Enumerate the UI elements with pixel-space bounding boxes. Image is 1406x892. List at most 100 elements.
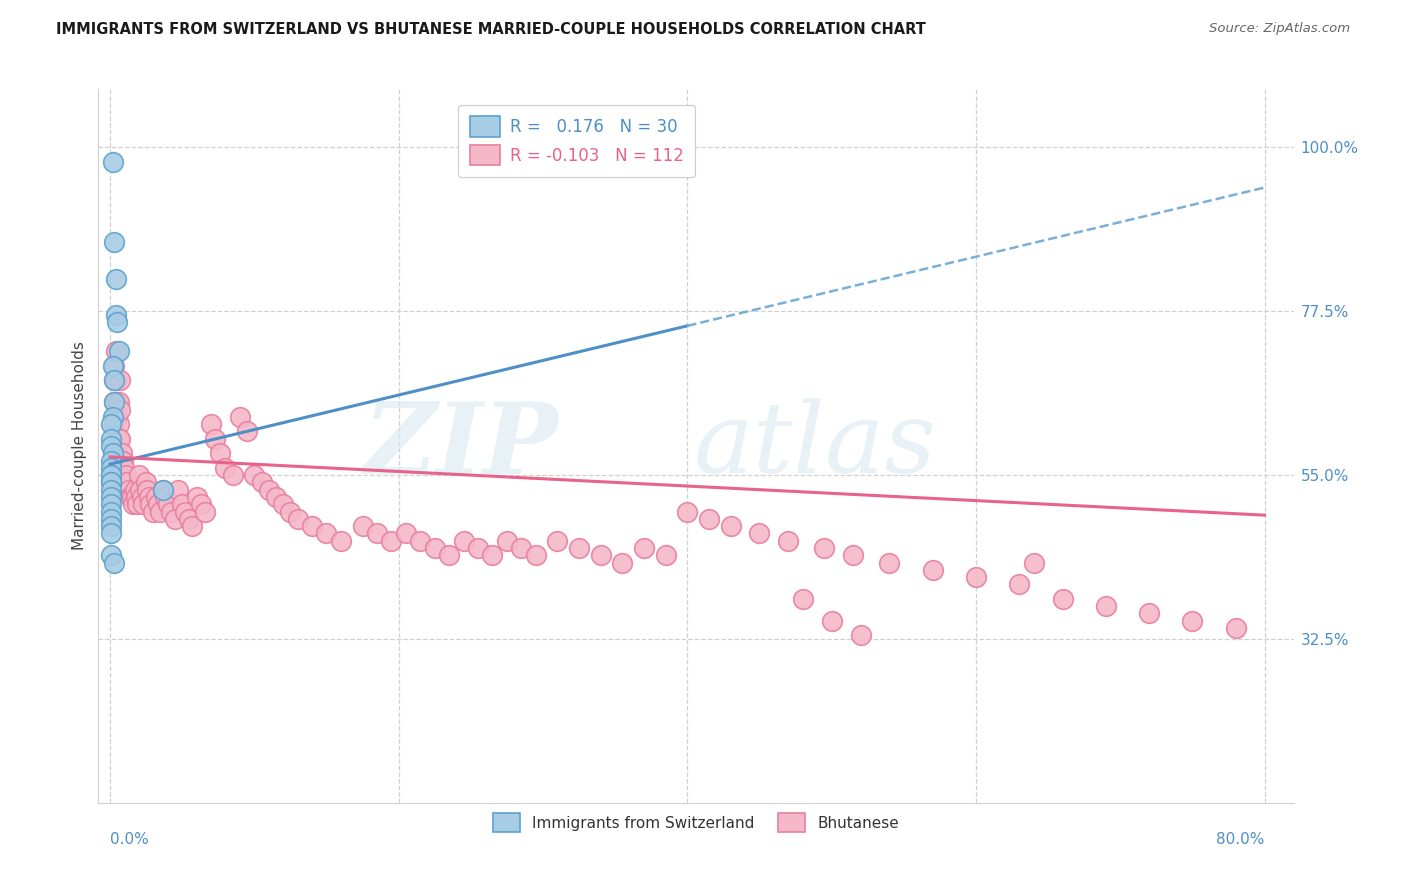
Point <box>250 475 273 490</box>
Point <box>108 432 131 446</box>
Point <box>100 475 122 490</box>
Point <box>1022 556 1045 570</box>
Point <box>139 497 162 511</box>
Point <box>287 512 309 526</box>
Point <box>107 417 129 432</box>
Point <box>100 497 122 511</box>
Point <box>115 468 138 483</box>
Point <box>849 628 872 642</box>
Point <box>111 468 134 483</box>
Point <box>100 417 122 432</box>
Legend: Immigrants from Switzerland, Bhutanese: Immigrants from Switzerland, Bhutanese <box>486 807 905 838</box>
Point <box>152 483 174 497</box>
Point <box>135 475 157 490</box>
Point <box>100 432 122 446</box>
Point <box>136 483 159 497</box>
Point <box>208 446 231 460</box>
Point <box>589 548 612 562</box>
Point <box>100 512 122 526</box>
Point <box>546 533 568 548</box>
Point <box>100 453 122 467</box>
Point <box>100 460 122 475</box>
Point <box>103 374 125 388</box>
Point <box>103 395 125 409</box>
Point <box>568 541 591 555</box>
Point <box>423 541 446 555</box>
Point <box>221 468 243 483</box>
Point <box>117 475 139 490</box>
Point <box>720 519 742 533</box>
Point <box>524 548 547 562</box>
Point <box>257 483 280 497</box>
Point <box>103 359 125 373</box>
Point <box>108 374 131 388</box>
Point <box>142 504 165 518</box>
Point <box>409 533 432 548</box>
Point <box>131 490 153 504</box>
Point <box>105 446 128 460</box>
Point <box>280 504 302 518</box>
Point <box>879 556 901 570</box>
Point <box>121 490 143 504</box>
Point <box>105 315 128 329</box>
Point <box>145 490 167 504</box>
Point <box>103 556 125 570</box>
Text: Source: ZipAtlas.com: Source: ZipAtlas.com <box>1209 22 1350 36</box>
Point <box>146 497 169 511</box>
Point <box>129 483 152 497</box>
Point <box>108 402 131 417</box>
Point <box>186 490 208 504</box>
Point <box>190 497 212 511</box>
Point <box>128 468 150 483</box>
Point <box>748 526 770 541</box>
Point <box>103 235 125 249</box>
Text: ZIP: ZIP <box>364 398 558 494</box>
Point <box>122 497 145 511</box>
Text: atlas: atlas <box>695 399 936 493</box>
Point <box>153 490 176 504</box>
Point <box>1137 607 1160 621</box>
Point <box>214 460 236 475</box>
Point <box>676 504 699 518</box>
Point <box>229 409 252 424</box>
Point <box>105 432 128 446</box>
Point <box>104 374 127 388</box>
Point <box>467 541 489 555</box>
Point <box>101 155 124 169</box>
Point <box>104 271 127 285</box>
Point <box>100 468 122 483</box>
Point <box>100 468 122 483</box>
Point <box>820 614 842 628</box>
Point <box>1095 599 1118 614</box>
Y-axis label: Married-couple Households: Married-couple Households <box>72 342 87 550</box>
Point <box>127 497 149 511</box>
Point <box>132 497 155 511</box>
Point <box>110 460 132 475</box>
Point <box>107 395 129 409</box>
Point <box>496 533 519 548</box>
Point <box>1052 591 1074 606</box>
Point <box>194 504 217 518</box>
Point <box>104 308 127 322</box>
Point <box>437 548 460 562</box>
Point <box>481 548 503 562</box>
Point <box>172 497 194 511</box>
Point <box>264 490 287 504</box>
Point <box>366 526 388 541</box>
Point <box>111 453 134 467</box>
Point <box>315 526 337 541</box>
Point <box>101 409 124 424</box>
Point <box>174 504 197 518</box>
Point <box>100 548 122 562</box>
Text: 0.0%: 0.0% <box>110 832 149 847</box>
Point <box>243 468 266 483</box>
Point <box>103 395 125 409</box>
Point <box>453 533 475 548</box>
Point <box>100 490 122 504</box>
Point <box>149 504 172 518</box>
Point <box>181 519 204 533</box>
Point <box>271 497 294 511</box>
Point <box>152 483 174 497</box>
Point <box>654 548 676 562</box>
Point <box>921 563 943 577</box>
